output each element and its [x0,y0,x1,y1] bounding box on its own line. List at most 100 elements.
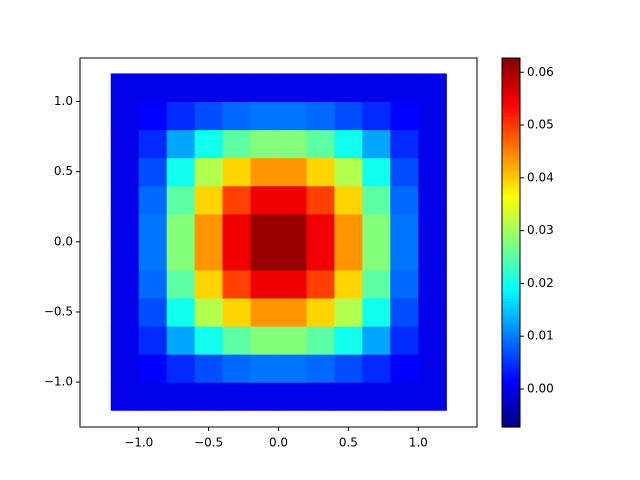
heat-cell [110,73,140,103]
heat-cell [250,129,280,159]
colorbar-segment [502,220,520,225]
heat-cell [418,185,447,215]
colorbar-segment [502,288,520,293]
heat-cell [250,325,280,355]
heat-cell [306,354,336,383]
heat-cell [306,157,336,187]
colorbar-segment [502,242,520,247]
colorbar-segment [502,162,520,167]
colorbar-segment [502,67,520,71]
heat-cell [222,354,252,383]
colorbar-segment [502,359,520,364]
heat-cell [250,269,280,299]
colorbar-segment [502,371,520,376]
heat-cell [166,269,196,299]
colorbar-segment [502,211,520,216]
heat-cell [390,185,419,215]
colorbar-segment [502,91,520,96]
heat-cell [362,129,391,159]
heat-cell [138,297,168,327]
heat-cell [306,73,336,103]
colorbar-segment [502,122,520,127]
heat-cell [110,297,140,327]
colorbar-segment [502,174,520,179]
heat-cell [362,213,391,243]
heat-cell [166,73,196,103]
heat-cell [110,129,140,159]
heat-cell [390,269,419,299]
colorbar-segment [502,387,520,391]
colorbar-segment [502,76,520,81]
heat-cell [362,241,391,271]
heat-cell [138,382,168,411]
heat-cell [278,129,308,159]
colorbar-segment [502,362,520,367]
colorbar-segment [502,184,520,188]
heat-cell [110,213,140,243]
colorbar-segment [502,331,520,336]
heat-cell [222,185,252,215]
heat-cell [418,382,447,411]
colorbar-segment [502,350,520,354]
heat-cell [418,157,447,187]
heat-cell [278,382,308,411]
heat-cell [166,241,196,271]
heat-cell [194,129,224,159]
colorbar-segment [502,82,520,87]
heat-cell [418,213,447,243]
colorbar-segment [502,260,520,265]
heat-cell [110,101,140,131]
heat-cell [222,382,252,411]
colorbar-segment [502,254,520,259]
heat-cell [194,354,224,383]
heat-cell [278,185,308,215]
heat-cell [222,157,252,187]
heat-cell [222,269,252,299]
colorbar-segment [502,399,520,403]
colorbar-segment [502,414,520,419]
colorbar-segment [502,245,520,250]
heat-cell [166,101,196,131]
heat-cell [334,101,363,131]
colorbar-segment [502,156,520,161]
heat-cell [250,354,280,383]
colorbar-segment [502,380,520,385]
heat-cell [222,213,252,243]
colorbar-segment [502,110,520,114]
heat-cell [278,325,308,355]
colorbar-segment [502,236,520,241]
heat-cell [334,354,363,383]
colorbar-segment [502,159,520,164]
heat-cell [222,73,252,103]
colorbar-segment [502,353,520,357]
heat-cell [306,213,336,243]
x-tick-label: 0.5 [339,436,358,450]
heat-cell [278,297,308,327]
heat-cell [110,354,140,383]
heat-cell [362,354,391,383]
colorbar-segment [502,134,520,139]
heat-cell [166,382,196,411]
colorbar-segment [502,322,520,327]
heat-cell [334,325,363,355]
heat-cell [166,213,196,243]
heat-cell [418,73,447,103]
heat-cell [138,213,168,243]
colorbar-segment [502,171,520,176]
heat-cell [250,297,280,327]
colorbar-segment [502,325,520,330]
colorbar-segment [502,396,520,400]
colorbar-segment [502,107,520,111]
colorbar-segment [502,248,520,253]
colorbar-segment [502,125,520,130]
heat-cell [138,241,168,271]
colorbar-segment [502,131,520,136]
heat-cell [418,129,447,159]
colorbar-segment [502,177,520,182]
colorbar-segment [502,411,520,416]
colorbar-segment [502,313,520,317]
colorbar-segment [502,202,520,207]
colorbar-segment [502,190,520,194]
colorbar-segment [502,337,520,342]
